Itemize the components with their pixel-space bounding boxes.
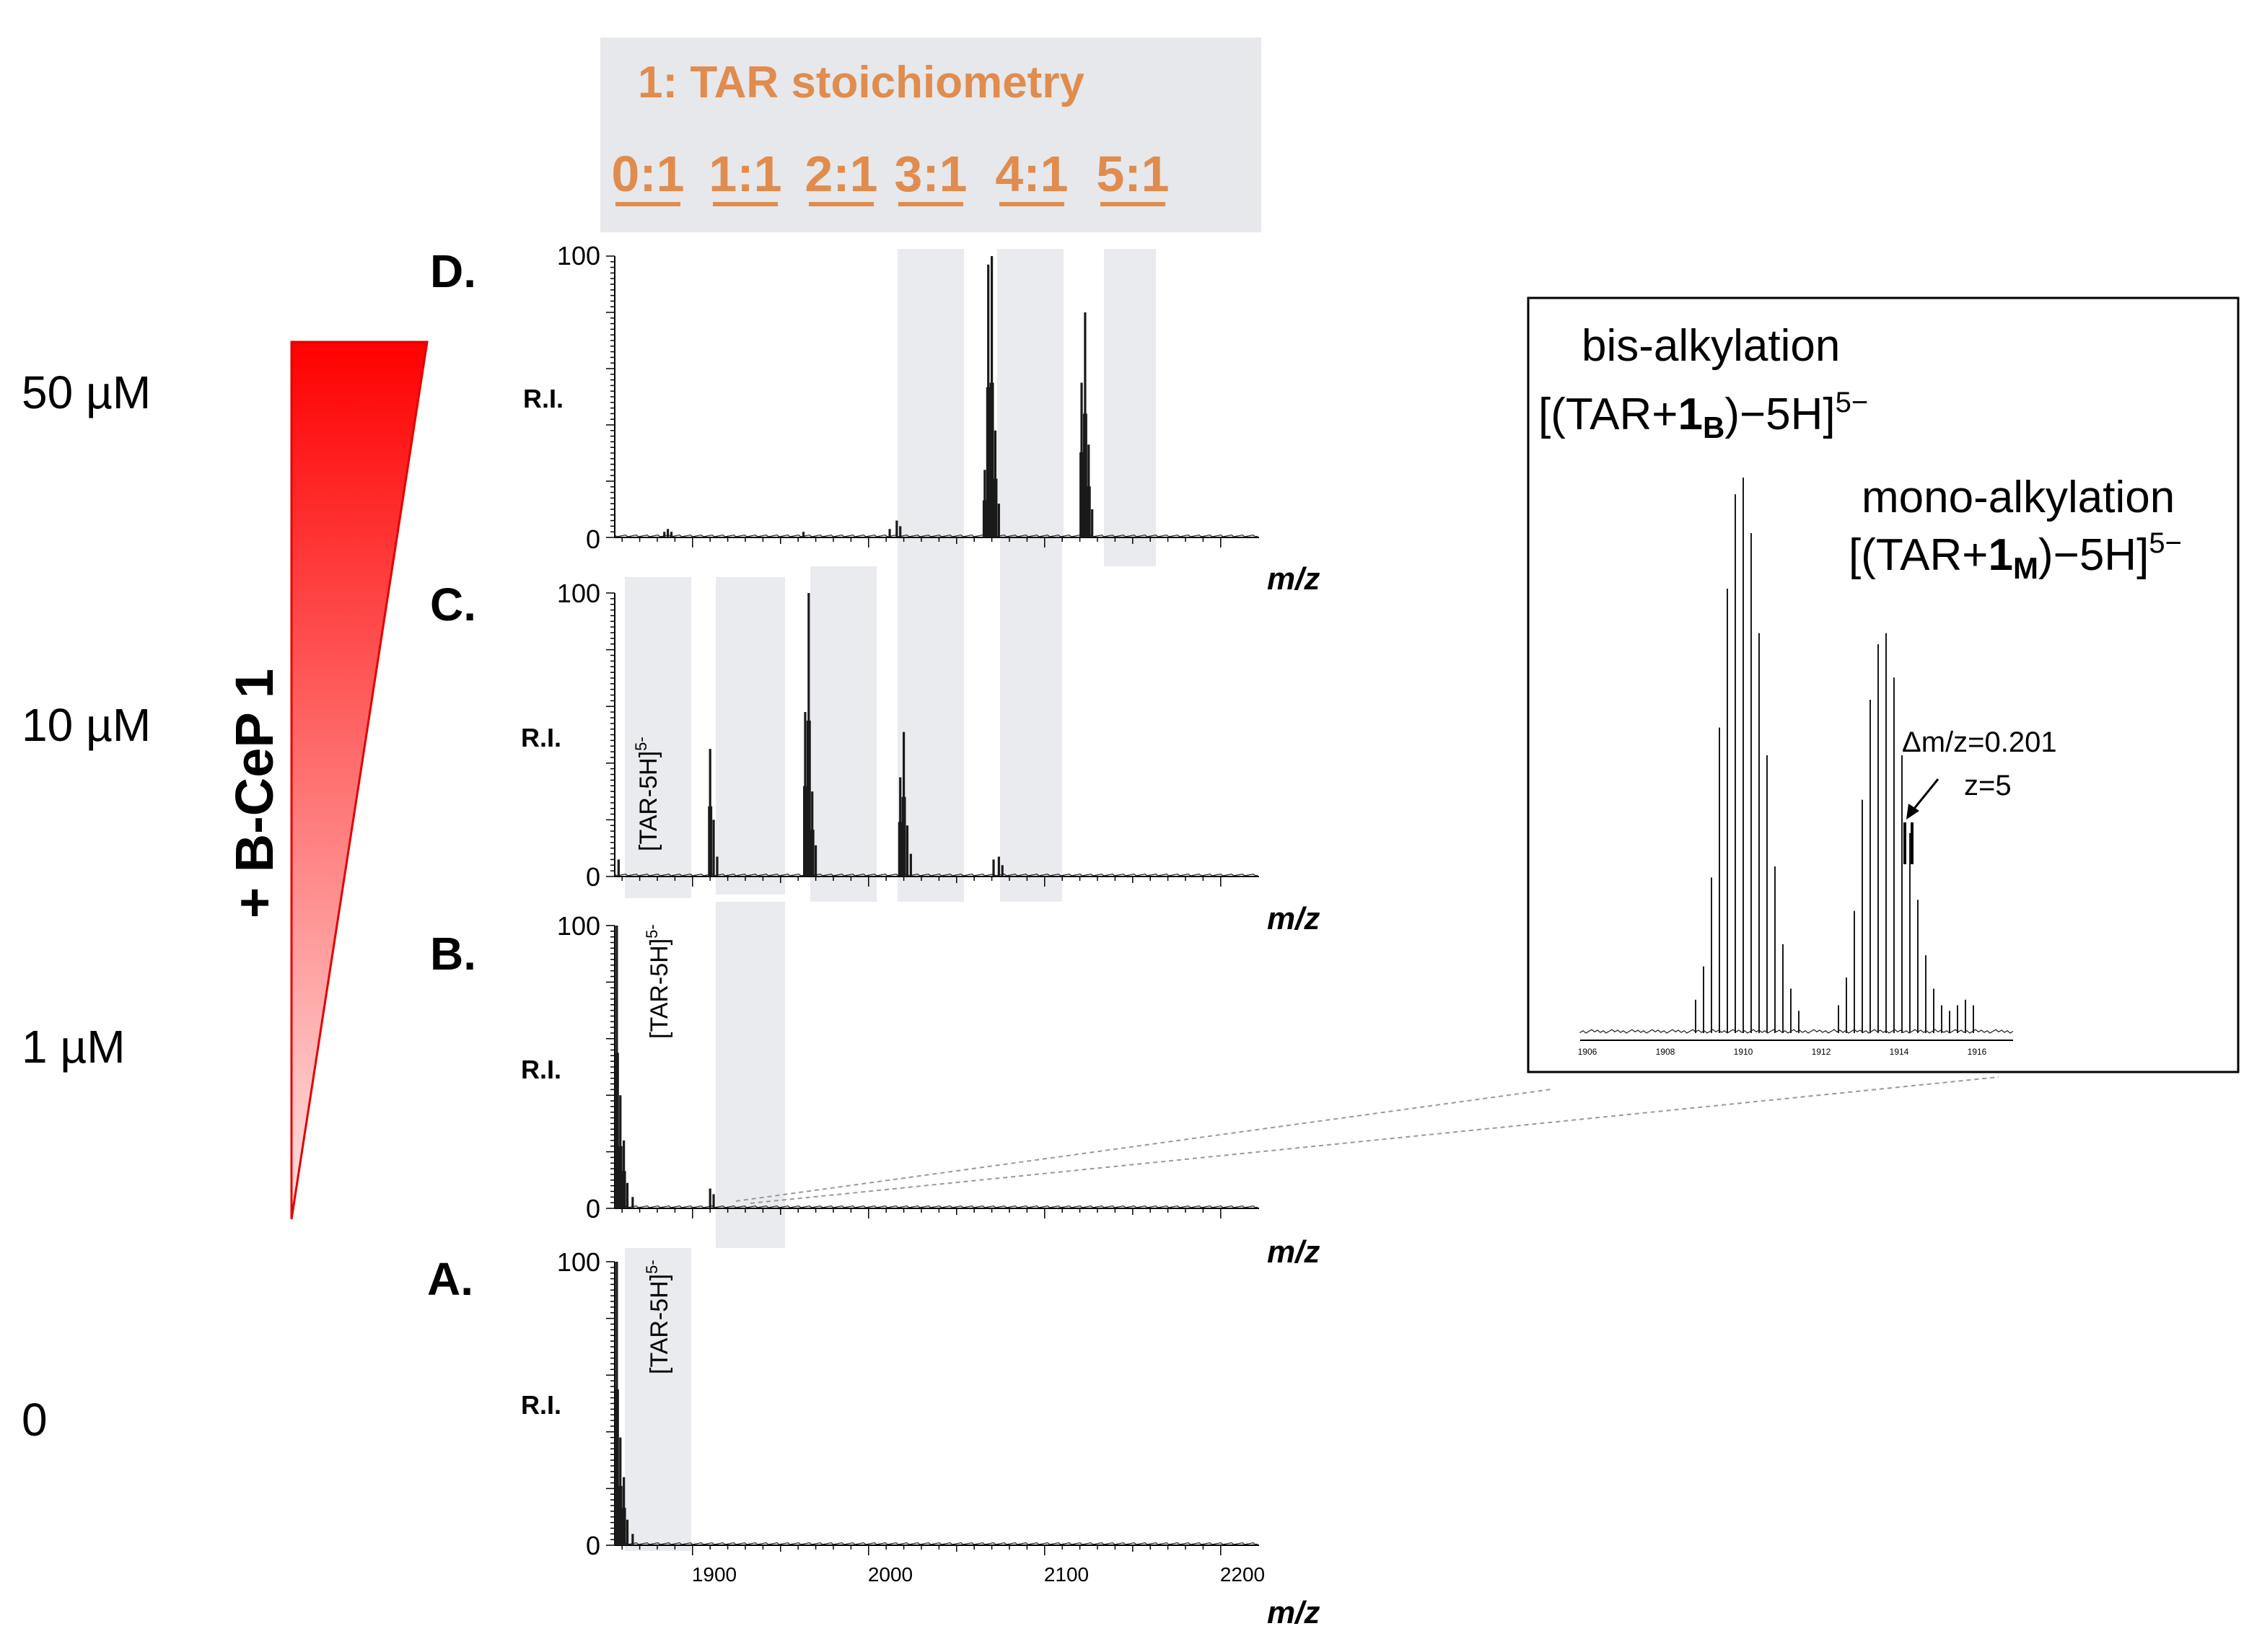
inset-mono-formula: [(TAR+1M)−5H]5− bbox=[1849, 527, 2182, 585]
inset-delta-label: Δm/z=0.201 bbox=[1902, 726, 2057, 758]
inset-xtick-1912: 1912 bbox=[1812, 1047, 1831, 1057]
gradient-axis-label: + B-CeP 1 bbox=[224, 669, 284, 918]
panel-A-peak-annotation: [TAR-5H]5- bbox=[643, 1260, 673, 1374]
panel-D-ylabel: R.I. bbox=[523, 384, 564, 413]
panel-D-axes bbox=[606, 255, 1259, 548]
stoich-ratio-4: 4:1 bbox=[995, 146, 1068, 202]
panel-A-xlabel: m/z bbox=[1267, 1595, 1320, 1630]
inset-mono-label: mono-alkylation bbox=[1862, 473, 2175, 522]
panel-B-peaks bbox=[614, 926, 1258, 1208]
panel-A-xtick-2000: 2000 bbox=[868, 1563, 913, 1586]
inset-xtick-1910: 1910 bbox=[1734, 1047, 1753, 1057]
panel-C-axes bbox=[606, 592, 1259, 887]
inset-xtick-1916: 1916 bbox=[1968, 1047, 1987, 1057]
inset-arrow-head bbox=[1906, 804, 1919, 820]
panel-B-xlabel: m/z bbox=[1267, 1234, 1320, 1270]
inset-arrow-shaft bbox=[1912, 778, 1939, 810]
inset-axis: 1906 1908 1910 1912 1914 1916 bbox=[1578, 1040, 2013, 1057]
spectrum-panel-B: B. R.I. 100 0 m/z [TAR-5H]5- bbox=[430, 911, 1320, 1270]
panel-letter-A: A. bbox=[427, 1253, 473, 1305]
stoich-ratio-3: 3:1 bbox=[894, 146, 967, 202]
panel-A-axes bbox=[606, 1261, 1259, 1555]
panel-A-peaks bbox=[614, 1262, 1258, 1545]
panel-A-xtick-2100: 2100 bbox=[1044, 1563, 1089, 1586]
stoich-ratio-0: 0:1 bbox=[611, 146, 684, 202]
panel-A-xtick-1900: 1900 bbox=[692, 1563, 737, 1586]
panel-letter-C: C. bbox=[430, 579, 476, 631]
panel-D-baseline bbox=[614, 534, 1258, 537]
spectrum-panel-D: D. R.I. 100 0 m/z bbox=[430, 241, 1320, 597]
panel-B-ytick-0: 0 bbox=[586, 1194, 600, 1223]
panel-B-ylabel: R.I. bbox=[521, 1055, 561, 1084]
panel-C-ytick-0: 0 bbox=[586, 862, 600, 892]
panel-D-peaks bbox=[614, 256, 1258, 537]
panel-letter-D: D. bbox=[430, 245, 476, 297]
spectrum-panels: D. R.I. 100 0 m/z C. R.I. 100 0 m/z [TAR… bbox=[427, 241, 1320, 1630]
panel-C-xlabel: m/z bbox=[1267, 901, 1320, 936]
shade-band-D-5to1 bbox=[1104, 249, 1156, 566]
shade-band-D-3to1 bbox=[898, 249, 964, 537]
shade-band-C-1to1 bbox=[716, 577, 785, 895]
inset-spectrum bbox=[1579, 478, 2014, 1034]
panel-B-ytick-100: 100 bbox=[557, 911, 600, 941]
stoich-ratio-2: 2:1 bbox=[805, 146, 877, 202]
inset-xtick-1908: 1908 bbox=[1656, 1047, 1675, 1057]
panel-C-peaks bbox=[614, 593, 1258, 876]
zoom-connector-line-top bbox=[735, 1089, 1552, 1202]
spectrum-panel-C: C. R.I. 100 0 m/z [TAR-5H]5- bbox=[430, 579, 1320, 936]
inset-xtick-1906: 1906 bbox=[1578, 1047, 1597, 1057]
panel-C-ytick-100: 100 bbox=[557, 579, 600, 608]
stoichiometry-shade-bands bbox=[625, 249, 1156, 1551]
stoich-ratio-5: 5:1 bbox=[1096, 146, 1169, 202]
panel-C-ylabel: R.I. bbox=[521, 723, 561, 752]
shade-band-A-0to1 bbox=[625, 1248, 691, 1551]
inset-xtick-1914: 1914 bbox=[1890, 1047, 1909, 1057]
concentration-label-50uM: 50 µM bbox=[22, 366, 151, 418]
spectrum-panel-A: A. R.I. 100 0 1900 2000 2100 2200 m/z [T… bbox=[427, 1247, 1320, 1630]
shade-band-C-3to1 bbox=[898, 537, 964, 902]
concentration-label-1uM: 1 µM bbox=[22, 1021, 126, 1073]
panel-A-xtick-2200: 2200 bbox=[1220, 1563, 1265, 1586]
inset-charge-label: z=5 bbox=[1964, 770, 2012, 801]
stoich-ratio-1: 1:1 bbox=[709, 146, 781, 202]
concentration-label-0: 0 bbox=[22, 1394, 48, 1446]
inset-zoom: bis-alkylation [(TAR+1B)−5H]5− mono-alky… bbox=[1527, 296, 2240, 1073]
panel-D-ytick-100: 100 bbox=[557, 241, 600, 271]
stoichiometry-header-box bbox=[600, 38, 1261, 232]
shade-band-B-1to1 bbox=[716, 902, 785, 1248]
zoom-connector-line-bottom bbox=[750, 1076, 1999, 1204]
concentration-gradient-wedge bbox=[290, 340, 429, 1220]
panel-D-ytick-0: 0 bbox=[586, 524, 600, 554]
inset-bis-formula: [(TAR+1B)−5H]5− bbox=[1538, 387, 1868, 444]
stoichiometry-ratios: 0:1 1:1 2:1 3:1 4:1 5:1 bbox=[611, 146, 1170, 206]
panel-A-ylabel: R.I. bbox=[521, 1390, 561, 1420]
panel-C-peak-annotation: [TAR-5H]5- bbox=[632, 737, 662, 851]
panel-A-baseline bbox=[614, 1542, 1258, 1545]
panel-A-ytick-0: 0 bbox=[586, 1531, 600, 1560]
panel-B-peak-annotation: [TAR-5H]5- bbox=[643, 924, 673, 1039]
inset-bis-label: bis-alkylation bbox=[1582, 321, 1840, 371]
panel-D-xlabel: m/z bbox=[1267, 561, 1320, 597]
panel-B-baseline bbox=[614, 1205, 1258, 1208]
panel-B-axes bbox=[606, 925, 1259, 1218]
shade-band-D-4to1 bbox=[997, 249, 1064, 537]
panel-A-ytick-100: 100 bbox=[557, 1247, 600, 1277]
concentration-label-10uM: 10 µM bbox=[22, 699, 151, 751]
shade-band-C-4to1 bbox=[1000, 537, 1062, 902]
inset-frame bbox=[1527, 296, 2240, 1073]
inset-baseline bbox=[1579, 1029, 2014, 1034]
panel-letter-B: B. bbox=[430, 928, 476, 980]
shade-band-C-0to1 bbox=[625, 577, 691, 898]
panel-C-baseline bbox=[614, 873, 1258, 876]
stoichiometry-title: 1: TAR stoichiometry bbox=[638, 58, 1084, 107]
shade-band-C-2to1 bbox=[810, 566, 877, 902]
